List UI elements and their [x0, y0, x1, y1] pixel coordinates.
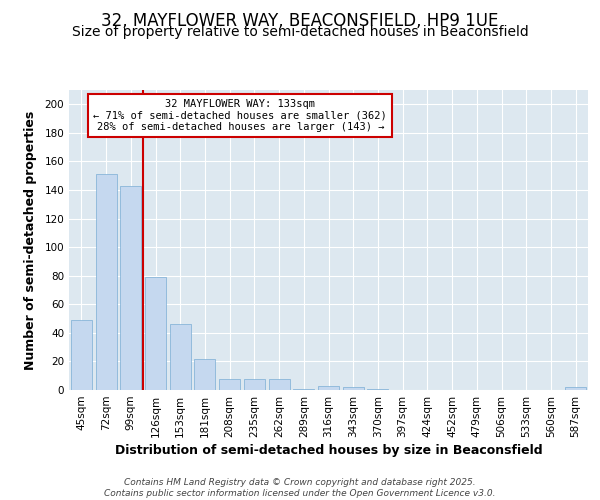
- Bar: [95, 174, 116, 390]
- Text: Size of property relative to semi-detached houses in Beaconsfield: Size of property relative to semi-detach…: [71, 25, 529, 39]
- Text: Contains HM Land Registry data © Crown copyright and database right 2025.
Contai: Contains HM Land Registry data © Crown c…: [104, 478, 496, 498]
- X-axis label: Distribution of semi-detached houses by size in Beaconsfield: Distribution of semi-detached houses by …: [115, 444, 542, 457]
- Bar: [120, 186, 141, 390]
- Bar: [343, 387, 364, 390]
- Bar: [71, 320, 92, 390]
- Text: 32, MAYFLOWER WAY, BEACONSFIELD, HP9 1UE: 32, MAYFLOWER WAY, BEACONSFIELD, HP9 1UE: [101, 12, 499, 30]
- Bar: [318, 386, 339, 390]
- Bar: [145, 277, 166, 390]
- Bar: [219, 378, 240, 390]
- Bar: [367, 388, 388, 390]
- Text: 32 MAYFLOWER WAY: 133sqm
← 71% of semi-detached houses are smaller (362)
28% of : 32 MAYFLOWER WAY: 133sqm ← 71% of semi-d…: [94, 99, 387, 132]
- Bar: [269, 378, 290, 390]
- Bar: [170, 324, 191, 390]
- Bar: [293, 388, 314, 390]
- Y-axis label: Number of semi-detached properties: Number of semi-detached properties: [25, 110, 37, 370]
- Bar: [244, 378, 265, 390]
- Bar: [194, 358, 215, 390]
- Bar: [565, 387, 586, 390]
